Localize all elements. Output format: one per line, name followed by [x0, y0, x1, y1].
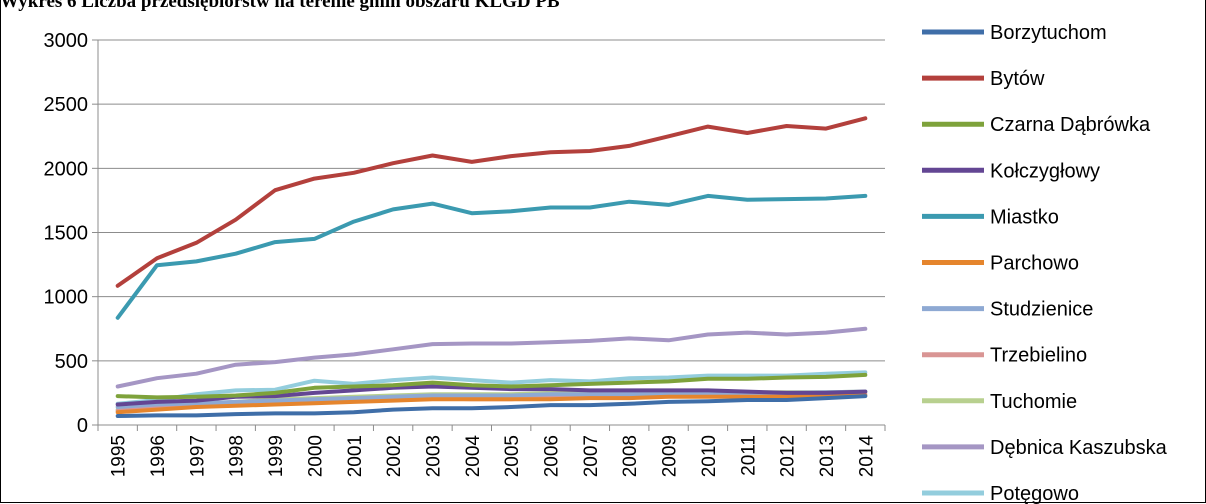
x-tick-label: 2013: [817, 435, 838, 477]
x-tick-label: 2002: [384, 435, 405, 477]
legend-entry: Borzytuchom: [990, 22, 1107, 44]
series-line: [115, 393, 868, 415]
x-tick-label: 2012: [778, 435, 799, 477]
x-tick-label: 1999: [266, 435, 287, 477]
series-line: [115, 193, 868, 320]
legend-entry: Parchowo: [990, 253, 1079, 275]
series-line: [115, 370, 868, 406]
y-tick-label: 1500: [44, 223, 89, 245]
x-tick-label: 2004: [463, 435, 484, 478]
x-axis-ticks: 1995 1996 1997 1998 1999 2000 2001 2002 2003 2004…: [109, 435, 878, 478]
x-tick-label: 2000: [305, 435, 326, 477]
x-tick-label: 2005: [502, 435, 523, 477]
y-axis-ticks: 0 500 1000 1500 2000 2500 3000: [44, 30, 89, 437]
x-tick-label: 1997: [187, 435, 208, 477]
y-tick-label: 3000: [44, 30, 89, 52]
x-tick-label: 2009: [660, 435, 681, 477]
x-tick-label: 2001: [345, 435, 366, 477]
x-tick-label: 1995: [109, 435, 130, 477]
y-tick-label: 0: [77, 415, 88, 437]
gridlines: [98, 39, 885, 362]
legend-entry: Miastko: [990, 206, 1059, 228]
y-tick-label: 2000: [44, 158, 89, 180]
series-line: [115, 394, 868, 418]
legend-entry: Trzebielino: [990, 345, 1087, 367]
series-line: [115, 326, 868, 389]
x-tick-label: 2006: [542, 435, 563, 477]
legend-entry: Tuchomie: [990, 391, 1077, 413]
legend-entry: Czarna Dąbrówka: [990, 114, 1151, 136]
legend-entry: Bytów: [990, 68, 1045, 90]
legend-entry: Potęgowo: [990, 483, 1079, 504]
y-tick-label: 1000: [44, 287, 89, 309]
x-tick-label: 2011: [738, 435, 759, 476]
x-tick-label: 2010: [699, 435, 720, 477]
x-tick-label: 1998: [227, 435, 248, 477]
x-tick-label: 2007: [581, 435, 602, 477]
legend-entry: Studzienice: [990, 299, 1093, 321]
legend: Borzytuchom Bytów Czarna Dąbrówka Kołczygło…: [922, 22, 1168, 504]
x-tick-label: 2008: [620, 435, 641, 477]
axes: [92, 39, 886, 431]
series-lines: [115, 116, 868, 418]
chart-title: Wykres 6 Liczba przedsiębiorstw na teren…: [0, 0, 560, 12]
series-line: [115, 372, 868, 400]
series-line: [115, 116, 868, 288]
x-tick-label: 2014: [856, 435, 877, 478]
legend-entry: Dębnica Kaszubska: [990, 437, 1168, 459]
y-tick-label: 500: [55, 351, 88, 373]
legend-entry: Kołczygłowy: [990, 160, 1100, 182]
y-tick-label: 2500: [44, 94, 89, 116]
x-tick-label: 2003: [423, 435, 444, 477]
x-tick-label: 1996: [148, 435, 169, 477]
